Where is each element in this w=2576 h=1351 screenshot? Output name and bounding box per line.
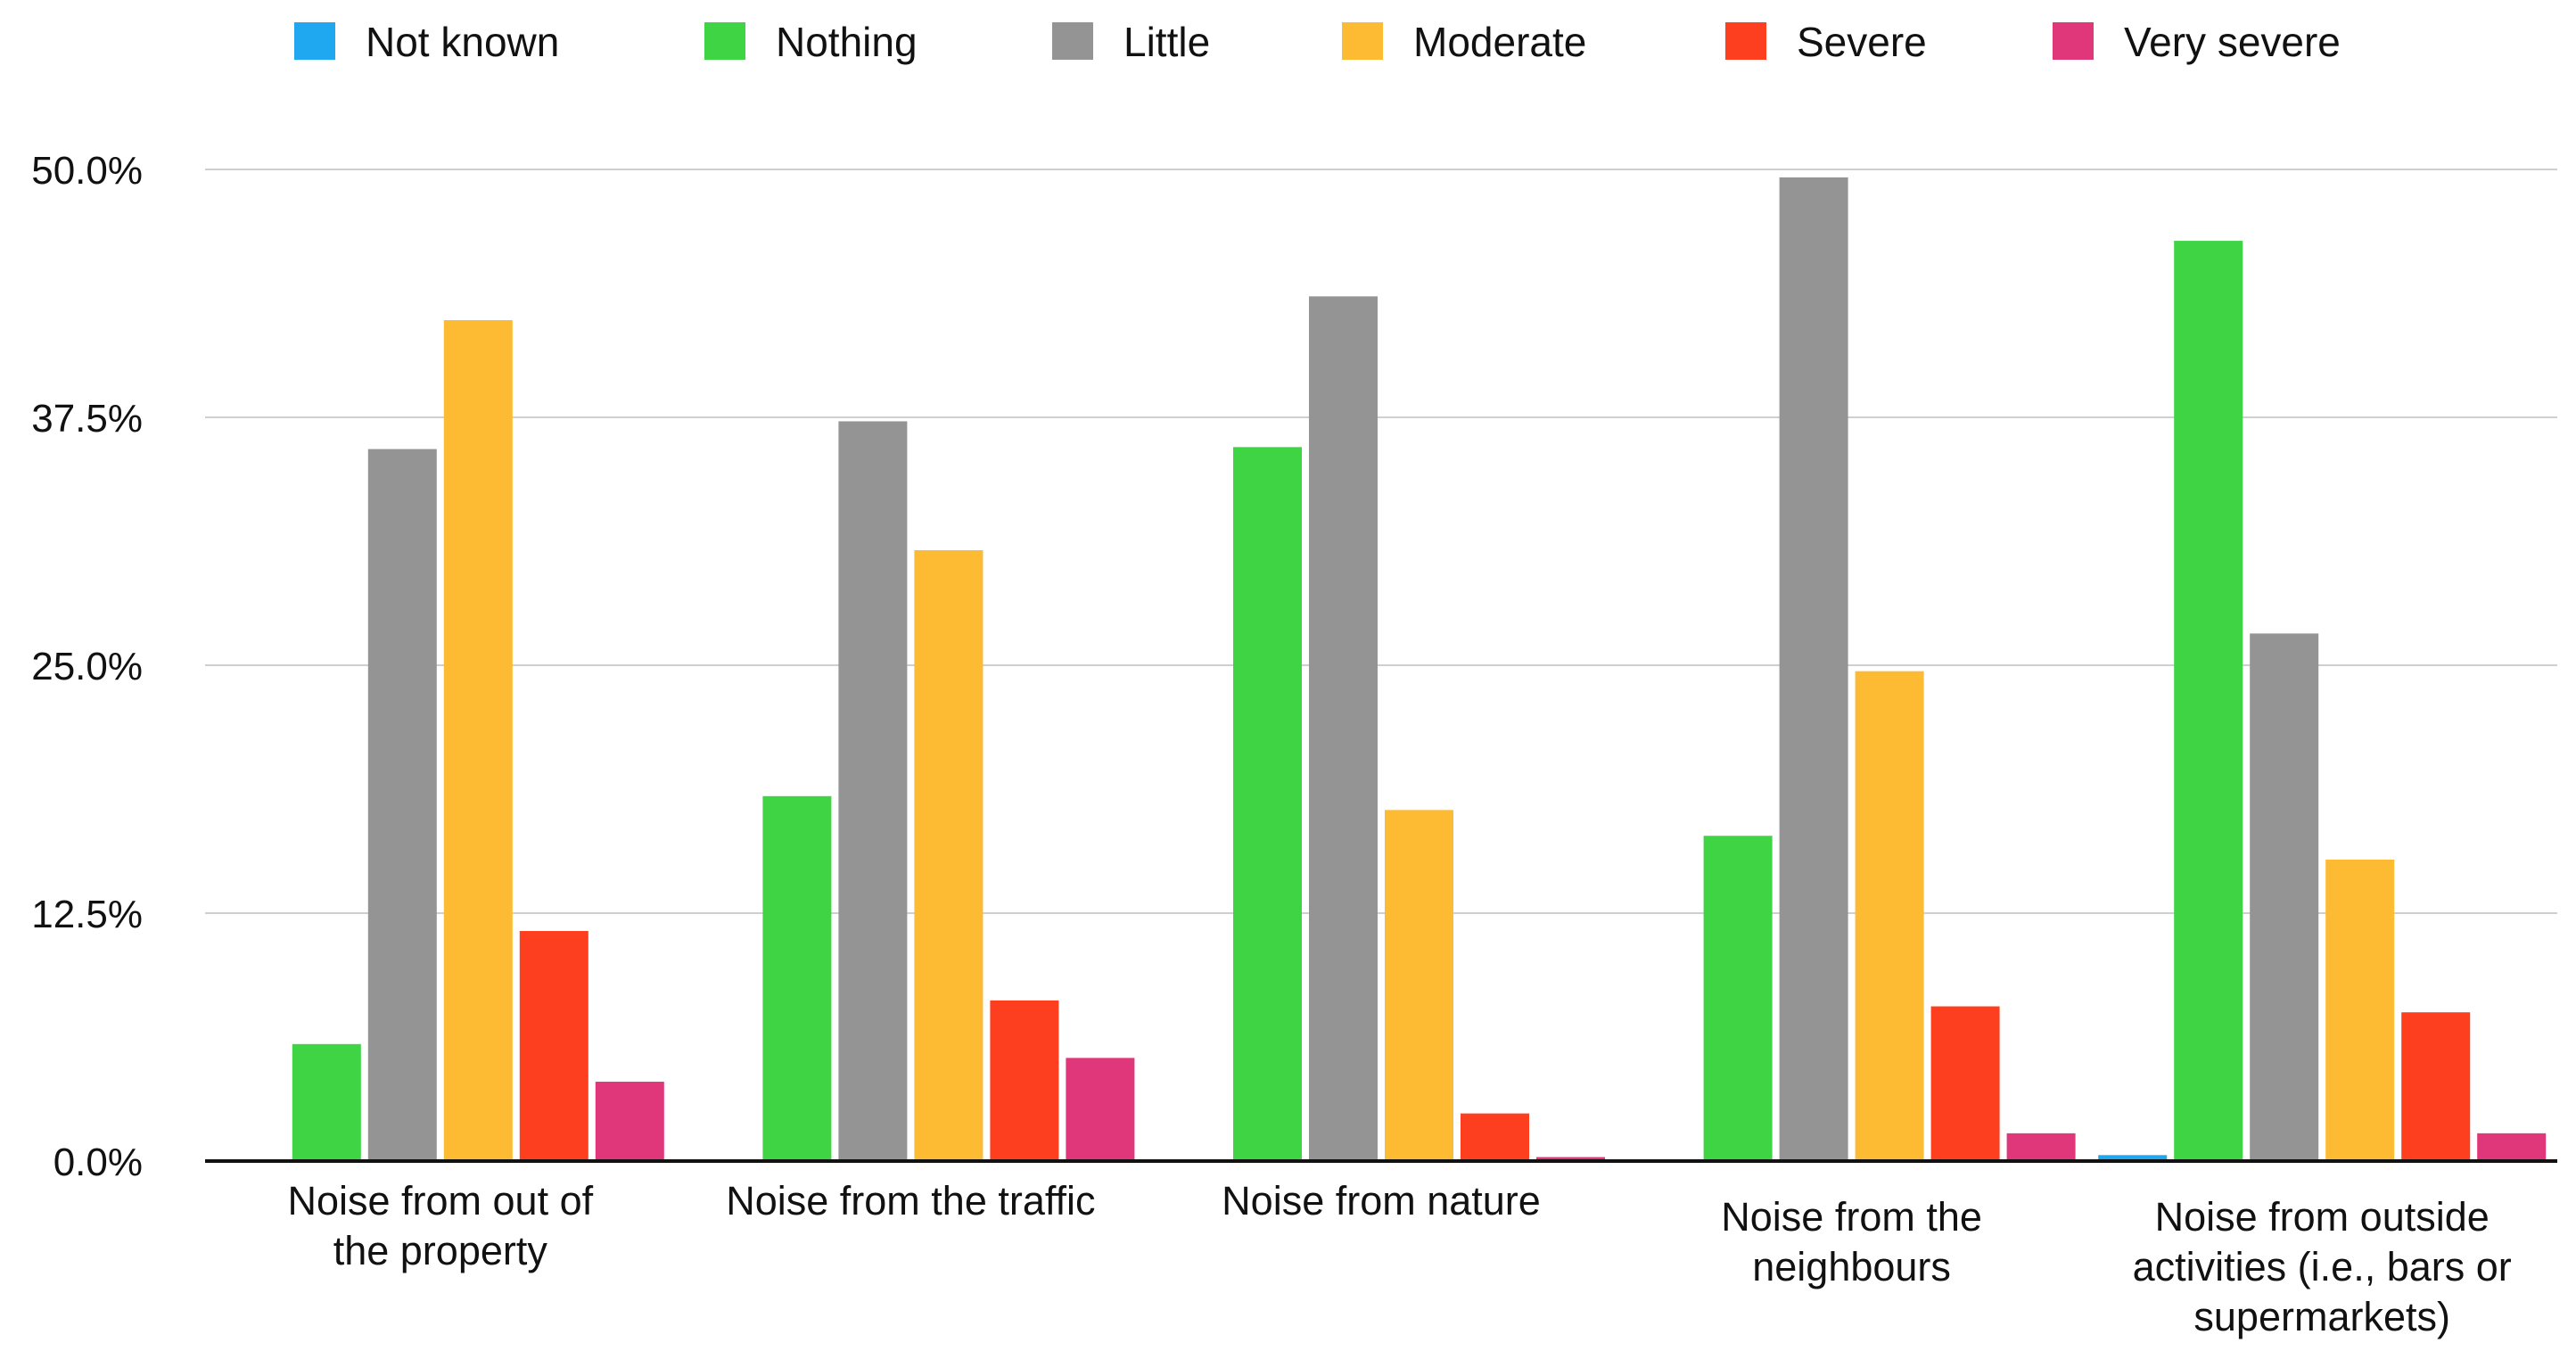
- bar-little-cat-5: [2250, 633, 2319, 1161]
- x-axis-category-labels: Noise from out of the property Noise from …: [287, 1178, 2511, 1339]
- legend-label-severe: Severe: [1797, 19, 1927, 65]
- bar-moderate-cat-1: [443, 320, 513, 1161]
- legend-label-moderate: Moderate: [1413, 19, 1586, 65]
- y-axis-tick-labels: 0.0% 12.5% 25.0% 37.5% 50.0%: [31, 149, 143, 1184]
- legend-label-very-severe: Very severe: [2124, 19, 2341, 65]
- legend-item-moderate: Moderate: [1342, 19, 1586, 65]
- bar-moderate-cat-2: [914, 550, 983, 1161]
- bar-nothing-cat-3: [1233, 447, 1302, 1161]
- legend-item-severe: Severe: [1725, 19, 1927, 65]
- bar-nothing-cat-4: [1703, 836, 1773, 1161]
- bars: [292, 177, 2547, 1162]
- bar-nothing-cat-2: [762, 795, 832, 1161]
- legend-swatch-moderate: [1342, 22, 1383, 60]
- legend: Not known Nothing Little Moderate Severe Very…: [294, 19, 2341, 65]
- bar-severe-cat-2: [990, 1000, 1059, 1161]
- bar-little-cat-4: [1779, 177, 1848, 1161]
- legend-swatch-severe: [1725, 22, 1766, 60]
- legend-label-nothing: Nothing: [776, 19, 918, 65]
- y-tick-label-25-0: 25.0%: [31, 645, 143, 688]
- bar-very-severe-cat-1: [595, 1082, 664, 1161]
- legend-item-not-known: Not known: [294, 19, 559, 65]
- legend-swatch-not-known: [294, 22, 335, 60]
- category-label-5: Noise from outside activities (i.e., bars…: [2133, 1194, 2512, 1339]
- category-label-2: Noise from the traffic: [726, 1178, 1095, 1223]
- y-tick-label-0-0: 0.0%: [53, 1141, 143, 1184]
- bar-severe-cat-3: [1461, 1113, 1529, 1161]
- legend-item-nothing: Nothing: [704, 19, 918, 65]
- y-tick-label-50-0: 50.0%: [31, 149, 143, 193]
- bar-severe-cat-5: [2401, 1012, 2471, 1161]
- bar-moderate-cat-4: [1855, 671, 1924, 1161]
- y-tick-label-12-5: 12.5%: [31, 893, 143, 936]
- gridlines: [205, 169, 2557, 914]
- bar-little-cat-1: [367, 449, 437, 1162]
- bar-severe-cat-4: [1930, 1006, 2000, 1161]
- category-label-3: Noise from nature: [1222, 1178, 1541, 1223]
- bar-not-known-cat-5: [2098, 1155, 2168, 1161]
- legend-item-very-severe: Very severe: [2053, 19, 2341, 65]
- y-tick-label-37-5: 37.5%: [31, 397, 143, 441]
- legend-swatch-little: [1052, 22, 1093, 60]
- legend-swatch-nothing: [704, 22, 745, 60]
- bar-nothing-cat-1: [292, 1043, 361, 1161]
- bar-nothing-cat-5: [2174, 241, 2243, 1162]
- legend-swatch-very-severe: [2053, 22, 2094, 60]
- bar-very-severe-cat-3: [1536, 1157, 1605, 1161]
- category-label-1: Noise from out of the property: [287, 1178, 593, 1273]
- bar-little-cat-2: [838, 421, 908, 1161]
- bar-little-cat-3: [1309, 296, 1378, 1161]
- bar-moderate-cat-3: [1385, 810, 1453, 1161]
- bar-severe-cat-1: [519, 931, 588, 1161]
- bar-very-severe-cat-2: [1066, 1058, 1135, 1161]
- bar-very-severe-cat-4: [2006, 1133, 2076, 1161]
- legend-label-little: Little: [1123, 19, 1210, 65]
- bar-moderate-cat-5: [2325, 859, 2395, 1161]
- legend-item-little: Little: [1052, 19, 1210, 65]
- bar-very-severe-cat-5: [2477, 1133, 2547, 1161]
- category-label-4: Noise from the neighbours: [1721, 1194, 1982, 1289]
- legend-label-not-known: Not known: [366, 19, 559, 65]
